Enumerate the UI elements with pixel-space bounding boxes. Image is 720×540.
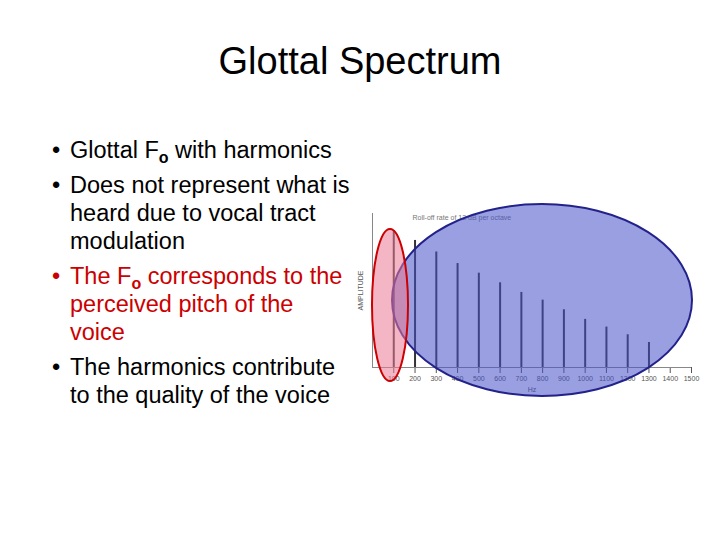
- svg-text:600: 600: [494, 375, 506, 382]
- svg-text:1200: 1200: [620, 375, 636, 382]
- html-text:Does not represent what is hea: Does not represent what is heard due to …: [70, 172, 350, 254]
- svg-text:300: 300: [430, 375, 442, 382]
- html-text:The harmonics contribute to th: The harmonics contribute to the quality …: [70, 354, 336, 408]
- svg-text:800: 800: [537, 375, 549, 382]
- html-text:The Focorresponds to the perce: The Focorresponds to the perceived pitch…: [70, 263, 343, 345]
- svg-text:AMPLITUDE: AMPLITUDE: [357, 270, 364, 310]
- svg-text:500: 500: [473, 375, 485, 382]
- svg-text:400: 400: [452, 375, 464, 382]
- svg-text:900: 900: [558, 375, 570, 382]
- svg-text:1100: 1100: [599, 375, 614, 382]
- html-text:Glottal Fowith harmonics: Glottal Fowith harmonics: [70, 137, 332, 166]
- svg-text:100: 100: [388, 375, 400, 382]
- svg-text:200: 200: [409, 375, 421, 382]
- svg-text:Roll-off rate of 12 dB per oct: Roll-off rate of 12 dB per octave: [413, 214, 512, 222]
- svg-text:1000: 1000: [577, 375, 593, 382]
- svg-text:1500: 1500: [684, 375, 700, 382]
- svg-text:1300: 1300: [641, 375, 657, 382]
- svg-text:700: 700: [516, 375, 528, 382]
- html-text:Glottal Spectrum: Glottal Spectrum: [218, 40, 502, 82]
- svg-text:1400: 1400: [662, 375, 678, 382]
- svg-text:Hz: Hz: [528, 386, 537, 393]
